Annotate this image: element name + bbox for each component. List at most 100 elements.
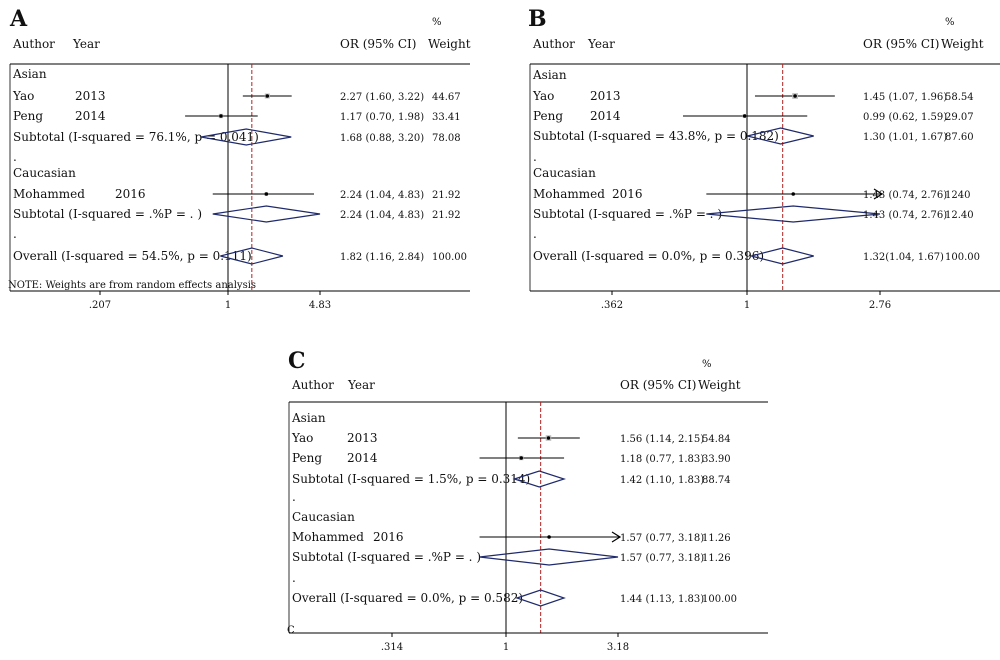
study-year: 2016 [115, 187, 146, 201]
point-estimate [742, 114, 747, 118]
overall-diamond [220, 247, 284, 265]
x-tick-label: 1 [744, 300, 750, 311]
subgroup-label: Asian [12, 67, 47, 81]
ci-arrow [873, 188, 884, 200]
forest-panel-a: A Author Year OR (95% CI)% Weight .207 1 4.83 As… [8, 6, 471, 311]
header-or: OR (95% CI) [863, 37, 939, 51]
weight-text: 78.08 [432, 133, 461, 144]
header-weight-percent: % [432, 17, 442, 28]
study-author: Yao [291, 431, 313, 445]
point-estimate [219, 114, 223, 118]
or-ci-text: 1.17 (0.70, 1.98) [340, 112, 424, 123]
spacer-dot: . [533, 150, 537, 164]
forest-panel-c: C Author Year OR (95% CI)% Weight .314 1 3.18 As… [287, 348, 768, 653]
panel-label: A [9, 6, 28, 32]
header-year: Year [587, 37, 615, 51]
subtotal-diamond [512, 470, 567, 488]
weight-text: 11.26 [702, 533, 731, 544]
header-year: Year [72, 37, 100, 51]
subgroup-label: Caucasian [292, 510, 355, 524]
header-weight: Weight [428, 37, 471, 51]
weight-text: 58.54 [945, 92, 974, 103]
study-author: Yao [12, 89, 34, 103]
x-tick-label: 1 [503, 642, 509, 653]
weight-text: 1240 [945, 190, 970, 201]
weight-text: 100.00 [945, 252, 980, 263]
study-author: Peng [533, 109, 563, 123]
header-weight-percent: % [702, 359, 712, 370]
x-tick-label: .362 [601, 300, 623, 311]
overall-diamond [515, 589, 566, 607]
spacer-dot: . [13, 150, 17, 164]
x-tick-label: .314 [381, 642, 403, 653]
ci-arrow [611, 531, 622, 543]
x-tick-label: 2.76 [869, 300, 891, 311]
subtotal-label: Subtotal (I-squared = .%P = . ) [533, 207, 722, 221]
subtotal-label: Subtotal (I-squared = 76.1%, p = 0.041) [13, 130, 259, 144]
point-estimate [264, 192, 269, 196]
study-year: 2013 [347, 431, 378, 445]
overall-label: Overall (I-squared = 0.0%, p = 0.582) [292, 591, 523, 605]
x-tick-label: .207 [89, 300, 111, 311]
header-author: Author [532, 37, 575, 51]
overall-label: Overall (I-squared = 0.0%, p = 0.396) [533, 249, 764, 263]
subtotal-label: Subtotal (I-squared = .%P = . ) [292, 550, 481, 564]
subtotal-diamond [479, 548, 619, 566]
subtotal-label: Subtotal (I-squared = 1.5%, p = 0.314) [292, 472, 530, 486]
or-ci-text: 1.57 (0.77, 3.18) [620, 553, 704, 564]
panel-label: B [528, 6, 547, 32]
header-author: Author [291, 378, 334, 392]
subtotal-label: Subtotal (I-squared = 43.8%, p = 0.182) [533, 129, 779, 143]
weight-text: 33.90 [702, 454, 731, 465]
subgroup-label: Asian [532, 68, 567, 82]
spacer-dot: . [292, 571, 296, 585]
point-estimate [791, 192, 796, 196]
study-author: Yao [532, 89, 554, 103]
subtotal-diamond [706, 205, 881, 223]
point-estimate [265, 94, 270, 98]
study-year: 2014 [75, 109, 106, 123]
weight-text: 11.26 [702, 553, 731, 564]
x-tick-label: 3.18 [607, 642, 629, 653]
subgroup-label: Caucasian [13, 166, 76, 180]
study-year: 2016 [612, 187, 643, 201]
weight-text: 87.60 [945, 132, 974, 143]
subtotal-diamond [200, 128, 292, 146]
spacer-dot: . [533, 227, 537, 241]
or-ci-text: 1.68 (0.88, 3.20) [340, 133, 424, 144]
study-author: Mohammed [533, 187, 605, 201]
weight-text: 21.92 [432, 210, 461, 221]
study-author: Peng [292, 451, 322, 465]
or-ci-text: 1.45 (1.07, 1.96) [863, 92, 947, 103]
or-ci-text: 1.43 (0.74, 2.76) [863, 190, 947, 201]
x-tick-label: 4.83 [309, 300, 331, 311]
or-ci-text: 0.99 (0.62, 1.59) [863, 112, 947, 123]
subtotal-diamond [747, 127, 814, 145]
subgroup-label: Caucasian [533, 166, 596, 180]
header-or: OR (95% CI) [620, 378, 696, 392]
spacer-dot: . [292, 490, 296, 504]
study-year: 2013 [75, 89, 106, 103]
weight-text: 21.92 [432, 190, 461, 201]
header-year: Year [347, 378, 375, 392]
overall-diamond [751, 247, 814, 265]
or-ci-text: 1.82 (1.16, 2.84) [340, 252, 424, 263]
study-year: 2014 [590, 109, 621, 123]
or-ci-text: 2.24 (1.04, 4.83) [340, 190, 424, 201]
or-ci-text: 1.44 (1.13, 1.83) [620, 594, 704, 605]
forest-panel-b: B Author Year OR (95% CI)% Weight .362 1 2.76 As… [528, 6, 1000, 311]
study-author: Peng [13, 109, 43, 123]
point-estimate [547, 535, 551, 539]
panel-label: C [288, 348, 306, 374]
x-tick-label: 1 [225, 300, 231, 311]
or-ci-text: 1.43 (0.74, 2.76) [863, 210, 947, 221]
footnote: NOTE: Weights are from random effects an… [8, 280, 256, 291]
footnote: C [287, 625, 295, 636]
or-ci-text: 1.32(1.04, 1.67) [863, 252, 944, 263]
weight-text: 54.84 [702, 434, 731, 445]
or-ci-text: 2.24 (1.04, 4.83) [340, 210, 424, 221]
weight-text: 33.41 [432, 112, 461, 123]
weight-text: 100.00 [702, 594, 737, 605]
or-ci-text: 1.56 (1.14, 2.15) [620, 434, 704, 445]
point-estimate [519, 456, 524, 460]
